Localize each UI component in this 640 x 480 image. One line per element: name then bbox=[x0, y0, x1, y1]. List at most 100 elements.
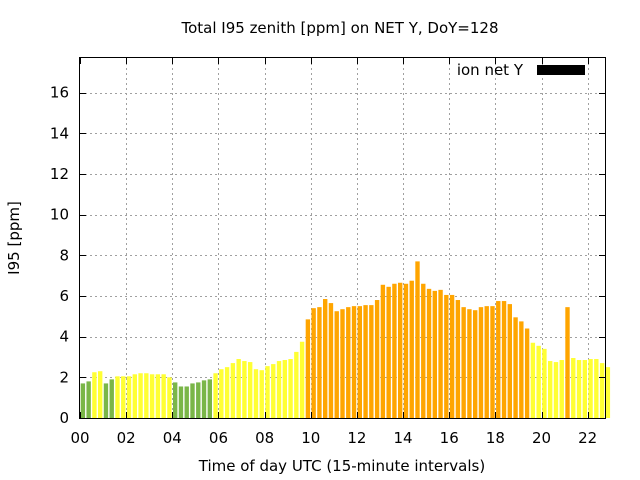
bar bbox=[230, 363, 236, 418]
bar bbox=[103, 383, 109, 418]
bar bbox=[299, 341, 305, 418]
bar bbox=[288, 359, 293, 418]
x-tick-label: 16 bbox=[440, 429, 459, 447]
x-tick-label: 10 bbox=[301, 429, 320, 447]
bar bbox=[363, 305, 368, 418]
bar bbox=[392, 283, 397, 418]
bar bbox=[507, 304, 512, 418]
bar bbox=[351, 306, 357, 418]
bar bbox=[461, 307, 466, 418]
bar bbox=[369, 305, 374, 418]
bar bbox=[236, 359, 241, 418]
bar bbox=[276, 361, 282, 418]
bar bbox=[357, 306, 362, 418]
axis-ticks bbox=[80, 58, 605, 419]
bar bbox=[242, 361, 247, 418]
bar bbox=[542, 348, 547, 418]
bar bbox=[190, 383, 195, 418]
bar-series bbox=[80, 261, 611, 418]
bar bbox=[582, 360, 587, 418]
bar bbox=[161, 374, 166, 418]
bar bbox=[415, 261, 420, 418]
bar bbox=[455, 300, 461, 418]
y-tick-label: 4 bbox=[59, 328, 69, 346]
bar bbox=[178, 386, 184, 418]
bar bbox=[565, 307, 570, 418]
bar bbox=[323, 299, 328, 418]
bar bbox=[98, 371, 103, 418]
bar bbox=[294, 351, 299, 418]
bar bbox=[426, 288, 432, 418]
bar bbox=[571, 358, 576, 418]
bar bbox=[594, 359, 599, 418]
bar bbox=[265, 366, 270, 418]
x-tick-label: 02 bbox=[117, 429, 136, 447]
bar bbox=[80, 383, 86, 418]
bar bbox=[311, 308, 316, 418]
bar bbox=[403, 283, 409, 418]
bar bbox=[524, 328, 530, 418]
bar bbox=[530, 342, 536, 418]
bar bbox=[513, 317, 518, 418]
bar bbox=[478, 307, 484, 418]
bar bbox=[121, 376, 126, 418]
bar bbox=[605, 367, 611, 418]
x-tick-label: 00 bbox=[70, 429, 89, 447]
bar bbox=[432, 290, 437, 418]
bar bbox=[317, 307, 322, 418]
bar bbox=[559, 360, 564, 418]
bar bbox=[282, 360, 287, 418]
y-tick-label: 0 bbox=[59, 409, 69, 427]
y-tick-label: 2 bbox=[59, 368, 69, 386]
bar bbox=[386, 286, 391, 418]
x-tick-labels: 00 02 04 06 08 10 12 14 16 18 20 22 bbox=[70, 429, 597, 447]
bar bbox=[340, 309, 345, 418]
bar bbox=[449, 294, 455, 418]
bar bbox=[496, 301, 501, 418]
bar bbox=[553, 362, 559, 418]
bar bbox=[438, 289, 443, 418]
y-tick-label: 8 bbox=[59, 246, 69, 264]
bar bbox=[484, 306, 489, 418]
chart-title: Total I95 zenith [ppm] on NET Y, DoY=128 bbox=[180, 19, 498, 37]
bar bbox=[398, 282, 403, 418]
bar bbox=[374, 300, 380, 418]
bar bbox=[201, 380, 207, 418]
legend-swatch bbox=[537, 65, 585, 75]
bar bbox=[155, 374, 161, 418]
bar bbox=[144, 373, 149, 418]
x-tick-label: 18 bbox=[486, 429, 505, 447]
bar bbox=[421, 283, 426, 418]
bar bbox=[380, 284, 386, 418]
bar bbox=[167, 377, 172, 418]
bar bbox=[490, 306, 495, 418]
bar bbox=[138, 373, 143, 418]
y-axis-label: I95 [ppm] bbox=[5, 201, 23, 275]
bar bbox=[271, 364, 276, 418]
bar bbox=[196, 382, 201, 418]
bar bbox=[536, 345, 541, 418]
bar bbox=[92, 372, 97, 418]
x-tick-label: 14 bbox=[394, 429, 413, 447]
bar bbox=[207, 379, 212, 418]
bar bbox=[334, 311, 339, 418]
x-tick-label: 06 bbox=[209, 429, 228, 447]
bar bbox=[467, 309, 472, 418]
bar bbox=[259, 370, 264, 418]
bar bbox=[184, 386, 189, 418]
bar bbox=[305, 319, 311, 418]
bar bbox=[86, 381, 91, 418]
bar bbox=[548, 361, 553, 418]
bar bbox=[444, 294, 449, 418]
bar bbox=[109, 379, 114, 418]
x-tick-label: 22 bbox=[578, 429, 597, 447]
x-tick-label: 04 bbox=[163, 429, 182, 447]
bar bbox=[599, 363, 605, 418]
bar bbox=[328, 303, 334, 418]
bar bbox=[501, 301, 507, 418]
y-tick-label: 16 bbox=[50, 84, 69, 102]
bar bbox=[219, 369, 224, 418]
x-tick-label: 12 bbox=[347, 429, 366, 447]
bar bbox=[115, 376, 120, 418]
